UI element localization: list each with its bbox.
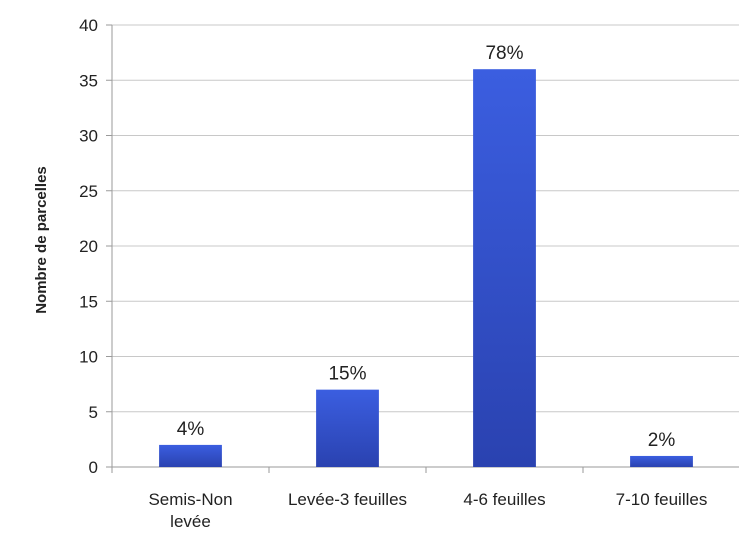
y-tick-label: 40 xyxy=(79,16,98,35)
gridlines xyxy=(112,24,739,413)
axes xyxy=(106,24,739,473)
bar xyxy=(316,389,379,467)
category-label-line: Levée-3 feuilles xyxy=(288,490,407,509)
y-tick-label: 35 xyxy=(79,71,98,90)
y-tick-label: 10 xyxy=(79,348,98,367)
data-label: 4% xyxy=(177,419,205,440)
y-tick-label: 25 xyxy=(79,182,98,201)
data-label: 78% xyxy=(485,43,523,64)
category-label: Semis-Non levée xyxy=(148,490,232,531)
category-label-line: 7-10 feuilles xyxy=(616,490,708,509)
category-label: 7-10 feuilles xyxy=(616,490,708,509)
bar xyxy=(159,444,222,467)
y-tick-label: 5 xyxy=(89,403,98,422)
data-label: 2% xyxy=(648,430,676,451)
category-label: 4-6 feuilles xyxy=(463,490,545,509)
bar xyxy=(630,455,693,467)
labels: 0 5 10 15 20 25 30 35 40 4% Semis-Non levée 15% Levée… xyxy=(79,16,707,531)
y-tick-label: 30 xyxy=(79,127,98,146)
category-label: Levée-3 feuilles xyxy=(288,490,407,509)
bar xyxy=(473,69,536,467)
category-label-line: Semis-Non xyxy=(148,490,232,509)
category-label-line: levée xyxy=(170,512,211,531)
category-label-line: 4-6 feuilles xyxy=(463,490,545,509)
y-tick-label: 15 xyxy=(79,292,98,311)
data-label: 15% xyxy=(328,364,366,385)
y-tick-label: 0 xyxy=(89,458,98,477)
bars xyxy=(159,69,693,467)
y-tick-label: 20 xyxy=(79,237,98,256)
y-axis-title: Nombre de parcelles xyxy=(33,166,50,314)
